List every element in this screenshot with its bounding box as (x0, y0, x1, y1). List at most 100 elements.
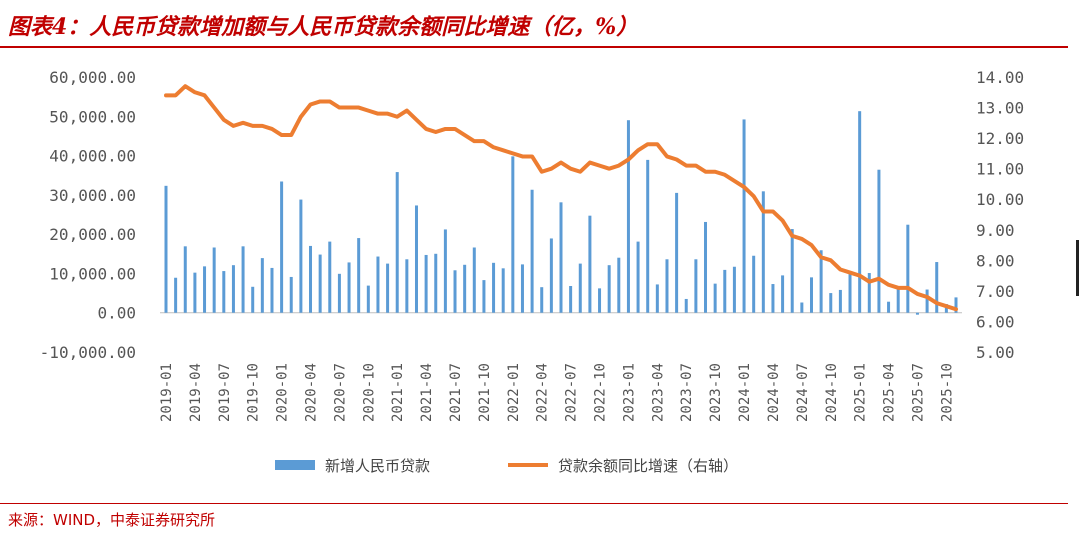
bar-2019-07 (222, 271, 226, 313)
bar-2020-06 (328, 241, 332, 313)
bar-2022-01 (511, 156, 515, 313)
x-tick-label: 2024-01 (737, 363, 753, 422)
bar-2020-11 (376, 256, 380, 313)
bar-2022-07 (569, 286, 573, 313)
bar-2023-03 (646, 159, 650, 313)
right-tick-label: 13.00 (976, 99, 1024, 118)
left-axis-ticks: 60,000.00 50,000.00 40,000.00 30,000.00 20,0… (40, 68, 136, 362)
bar-series-new-loans (164, 111, 958, 315)
bar-2023-04 (655, 284, 659, 313)
bar-2019-10 (251, 286, 255, 313)
bar-2023-11 (723, 269, 727, 313)
bar-2023-01 (626, 120, 630, 313)
chart-title: 图表4：人民币贷款增加额与人民币贷款余额同比增速（亿，%） (8, 14, 639, 40)
bar-2020-08 (347, 262, 351, 313)
left-tick-label: 20,000.00 (49, 225, 136, 244)
bar-2020-02 (289, 276, 293, 313)
x-tick-label: 2022-04 (535, 363, 551, 422)
bar-2025-09 (935, 262, 939, 313)
x-tick-label: 2024-07 (795, 363, 811, 422)
x-tick-label: 2022-01 (506, 363, 522, 422)
right-tick-label: 11.00 (976, 160, 1024, 179)
bar-2022-10 (598, 288, 602, 313)
bar-2023-05 (665, 259, 669, 313)
bar-2022-02 (520, 264, 524, 313)
title-divider (0, 46, 1068, 48)
bar-2019-05 (203, 266, 207, 313)
x-tick-label: 2023-01 (621, 363, 637, 422)
bar-2021-11 (492, 262, 496, 313)
bar-2024-11 (838, 289, 842, 313)
bar-2025-03 (877, 169, 881, 313)
right-axis-ticks: 14.00 13.00 12.00 11.00 10.00 9.00 8.00 7.00 6.0… (976, 68, 1024, 362)
x-tick-label: 2021-10 (477, 363, 493, 422)
bar-2020-04 (309, 245, 313, 313)
bar-2020-09 (357, 238, 361, 313)
bar-2019-06 (212, 247, 216, 313)
left-tick-label: 0.00 (97, 304, 136, 323)
bar-2022-12 (617, 257, 621, 313)
x-tick-label: 2021-07 (448, 363, 464, 422)
bar-2020-05 (318, 254, 322, 313)
x-tick-label: 2022-07 (564, 363, 580, 422)
bar-2022-09 (588, 215, 592, 313)
x-tick-label: 2025-04 (882, 363, 898, 422)
right-tick-label: 12.00 (976, 129, 1024, 148)
bar-2025-02 (867, 273, 871, 313)
x-tick-label: 2020-04 (304, 363, 320, 422)
x-tick-label: 2020-01 (275, 363, 291, 422)
left-tick-label: 10,000.00 (49, 264, 136, 283)
left-tick-label: 30,000.00 (49, 186, 136, 205)
bar-2020-03 (299, 199, 303, 313)
legend-bar-label: 新增人民币贷款 (325, 457, 430, 475)
bar-2024-09 (819, 250, 823, 313)
bar-2024-10 (829, 293, 833, 313)
x-tick-label: 2019-07 (217, 363, 233, 422)
bar-2019-08 (231, 265, 235, 313)
legend-bar-swatch (275, 460, 315, 470)
legend-line-label: 贷款余额同比增速（右轴） (558, 457, 738, 475)
x-tick-label: 2022-10 (593, 363, 609, 422)
bar-2024-12 (848, 273, 852, 313)
bar-2021-03 (414, 205, 418, 313)
bar-2024-03 (761, 191, 765, 313)
right-tick-label: 14.00 (976, 68, 1024, 87)
bar-2024-05 (781, 275, 785, 313)
x-tick-label: 2023-10 (708, 363, 724, 422)
bar-2019-11 (260, 258, 264, 313)
x-tick-label: 2023-04 (650, 363, 666, 422)
bar-2022-11 (607, 265, 611, 313)
bar-2020-10 (366, 285, 370, 313)
x-tick-label: 2019-10 (246, 363, 262, 422)
bar-2024-06 (790, 229, 794, 313)
bar-2022-03 (530, 189, 534, 313)
bar-2019-04 (193, 272, 197, 313)
x-tick-label: 2021-01 (390, 363, 406, 422)
right-tick-label: 6.00 (976, 312, 1015, 331)
bar-2025-05 (896, 288, 900, 313)
bar-2021-07 (453, 270, 457, 313)
bar-2021-09 (472, 247, 476, 313)
bar-2023-12 (732, 266, 736, 313)
legend: 新增人民币贷款 贷款余额同比增速（右轴） (275, 457, 738, 475)
x-tick-label: 2020-10 (361, 363, 377, 422)
right-tick-label: 8.00 (976, 251, 1015, 270)
left-tick-label: -10,000.00 (40, 343, 136, 362)
x-tick-label: 2021-04 (419, 363, 435, 422)
x-tick-label: 2020-07 (332, 363, 348, 422)
bar-2021-06 (443, 229, 447, 313)
bar-2023-10 (713, 283, 717, 313)
combo-chart: 60,000.00 50,000.00 40,000.00 30,000.00 20,0… (40, 68, 1025, 475)
bar-2025-07 (915, 312, 919, 315)
bar-2025-06 (906, 224, 910, 313)
bar-2024-04 (771, 284, 775, 313)
bar-2021-05 (434, 253, 438, 313)
bar-2021-12 (501, 268, 505, 313)
line-series-loan-growth (164, 84, 958, 312)
x-tick-label: 2024-10 (824, 363, 840, 422)
right-tick-label: 5.00 (976, 343, 1015, 362)
bar-2019-03 (183, 246, 187, 313)
bar-2019-01 (164, 185, 168, 313)
bar-2025-10 (944, 304, 948, 313)
x-tick-label: 2019-04 (188, 363, 204, 422)
